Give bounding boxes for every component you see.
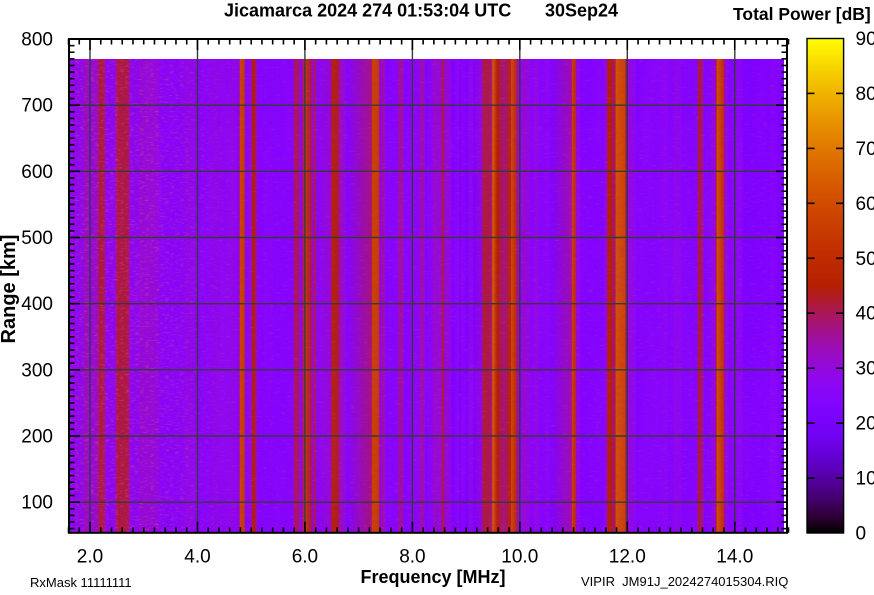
svg-text:600: 600 — [21, 162, 53, 183]
svg-text:30Sep24: 30Sep24 — [545, 1, 618, 21]
svg-text:70: 70 — [856, 139, 874, 160]
svg-text:8.0: 8.0 — [399, 547, 425, 568]
svg-text:100: 100 — [21, 493, 53, 514]
svg-text:50: 50 — [856, 249, 874, 270]
svg-text:10: 10 — [856, 469, 874, 490]
svg-text:Jicamarca 2024 274 01:53:04 UT: Jicamarca 2024 274 01:53:04 UTC — [224, 1, 511, 21]
svg-text:300: 300 — [21, 360, 53, 381]
svg-text:700: 700 — [21, 96, 53, 117]
svg-text:90: 90 — [856, 29, 874, 50]
svg-text:RxMask 11111111: RxMask 11111111 — [30, 575, 132, 590]
svg-text:14.0: 14.0 — [716, 547, 753, 568]
svg-text:Frequency [MHz]: Frequency [MHz] — [360, 567, 505, 587]
svg-text:200: 200 — [21, 427, 53, 448]
svg-text:20: 20 — [856, 414, 874, 435]
svg-text:2.0: 2.0 — [77, 547, 103, 568]
svg-text:400: 400 — [21, 294, 53, 315]
svg-text:500: 500 — [21, 228, 53, 249]
svg-text:30: 30 — [856, 359, 874, 380]
svg-text:6.0: 6.0 — [292, 547, 318, 568]
svg-text:10.0: 10.0 — [501, 547, 538, 568]
svg-text:0: 0 — [856, 524, 867, 545]
svg-text:VIPIR JM91J_2024274015304.RIQ: VIPIR JM91J_2024274015304.RIQ — [581, 574, 788, 589]
svg-text:4.0: 4.0 — [184, 547, 210, 568]
svg-text:Total Power [dB]: Total Power [dB] — [733, 4, 871, 24]
svg-text:80: 80 — [856, 84, 874, 105]
svg-text:40: 40 — [856, 304, 874, 325]
svg-text:Range [km]: Range [km] — [0, 235, 20, 344]
svg-text:12.0: 12.0 — [609, 547, 646, 568]
svg-text:60: 60 — [856, 194, 874, 215]
svg-text:800: 800 — [21, 30, 53, 51]
